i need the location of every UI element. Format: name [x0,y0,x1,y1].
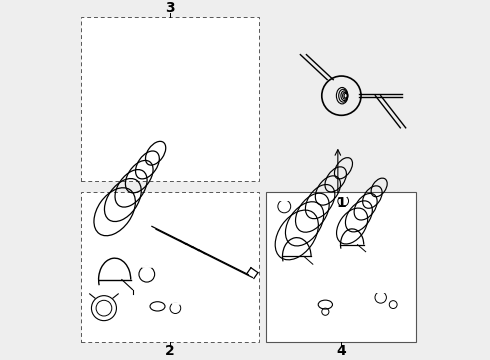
Bar [267,192,416,342]
Bar [81,192,259,342]
Text: 2: 2 [165,344,175,358]
Bar [81,17,259,181]
Text: 1: 1 [337,196,346,210]
Text: 4: 4 [337,344,346,358]
Text: 3: 3 [165,1,175,15]
